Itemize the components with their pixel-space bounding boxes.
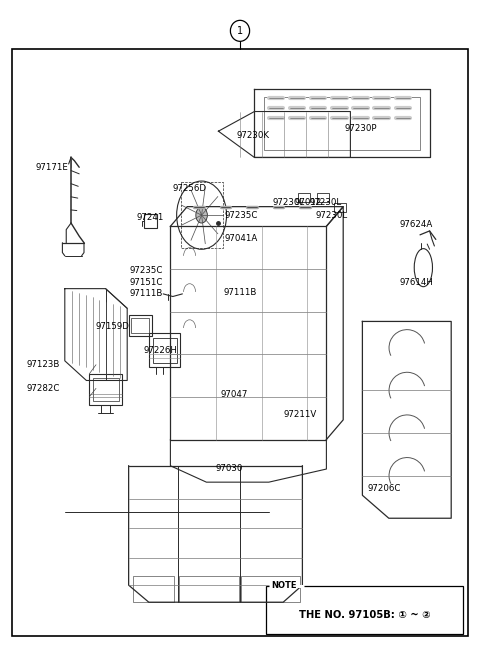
Bar [131, 318, 149, 333]
Text: 97230L: 97230L [310, 197, 342, 207]
Text: 97159D: 97159D [96, 322, 130, 331]
Text: 97614H: 97614H [399, 277, 433, 287]
Text: 97226H: 97226H [144, 346, 178, 355]
Text: 97230P: 97230P [345, 124, 377, 133]
Text: 97230L: 97230L [273, 197, 305, 207]
Text: THE NO. 97105B: ① ~ ②: THE NO. 97105B: ① ~ ② [299, 610, 431, 620]
Text: 97235C: 97235C [130, 266, 163, 275]
Text: 97111B: 97111B [223, 288, 257, 297]
Text: 97230K: 97230K [236, 131, 269, 140]
Text: 97206C: 97206C [367, 484, 401, 493]
Circle shape [196, 207, 207, 223]
Bar [317, 193, 329, 202]
Text: 97151C: 97151C [130, 277, 163, 287]
Text: NOTE: NOTE [271, 581, 297, 590]
Text: 97211V: 97211V [283, 410, 316, 419]
Bar [241, 576, 300, 602]
Text: 97171E: 97171E [36, 163, 69, 172]
Bar [12, 49, 468, 636]
Text: 97123B: 97123B [26, 360, 60, 369]
Bar [89, 374, 122, 405]
Bar [298, 193, 310, 202]
Text: 97030: 97030 [215, 464, 242, 473]
Bar [93, 378, 119, 401]
Bar [129, 315, 152, 336]
Text: 97230L: 97230L [316, 211, 348, 220]
Text: 97111B: 97111B [130, 289, 163, 298]
Text: 97241: 97241 [137, 213, 164, 222]
Bar [144, 214, 157, 228]
Bar [179, 576, 239, 602]
Bar [153, 338, 177, 363]
Text: 97282C: 97282C [26, 384, 60, 393]
Bar [149, 333, 180, 367]
Text: 97624A: 97624A [399, 220, 432, 229]
Text: 1: 1 [237, 26, 243, 36]
Text: 97047: 97047 [221, 390, 248, 400]
Text: 97256D: 97256D [173, 184, 207, 194]
Bar [264, 97, 420, 150]
Text: 97012: 97012 [294, 197, 322, 207]
Bar [266, 586, 463, 634]
Text: 97235C: 97235C [225, 211, 258, 220]
Bar [334, 203, 346, 212]
Text: 97041A: 97041A [225, 234, 258, 243]
Bar [133, 576, 174, 602]
